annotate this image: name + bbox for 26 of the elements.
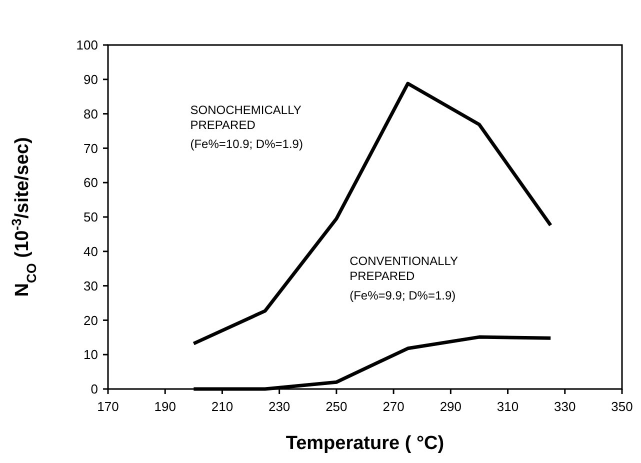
y-tick-label: 20	[84, 312, 98, 328]
y-tick-label: 30	[84, 278, 98, 294]
y-tick-label: 60	[84, 175, 98, 190]
x-tick-label: 230	[268, 399, 290, 414]
y-tick-label: 50	[84, 210, 98, 225]
y-tick-label: 40	[84, 244, 98, 259]
x-tick-label: 350	[611, 399, 633, 414]
x-tick-label: 170	[97, 399, 119, 414]
x-tick-label: 310	[496, 399, 519, 414]
x-tick-label: 270	[382, 399, 404, 414]
y-tick-label: 80	[84, 106, 98, 122]
x-tick-label: 250	[326, 399, 348, 414]
y-tick-label: 0	[90, 382, 98, 397]
annotation: (Fe%=9.9; D%=1.9)	[350, 288, 456, 303]
annotation: SONOCHEMICALLY PREPARED	[190, 102, 302, 132]
x-tick-label: 330	[554, 399, 576, 414]
x-tick-label: 190	[154, 399, 176, 414]
y-tick-label: 100	[76, 38, 98, 53]
x-axis-title: Temperature ( °C)	[286, 433, 444, 454]
y-tick-label: 90	[84, 72, 98, 87]
x-tick-label: 210	[211, 399, 234, 414]
y-tick-label: 70	[84, 140, 98, 156]
annotation: CONVENTIONALLY PREPARED	[350, 254, 458, 284]
annotation: (Fe%=10.9; D%=1.9)	[190, 137, 303, 152]
x-tick-label: 290	[440, 399, 462, 414]
y-tick-label: 10	[84, 347, 98, 362]
